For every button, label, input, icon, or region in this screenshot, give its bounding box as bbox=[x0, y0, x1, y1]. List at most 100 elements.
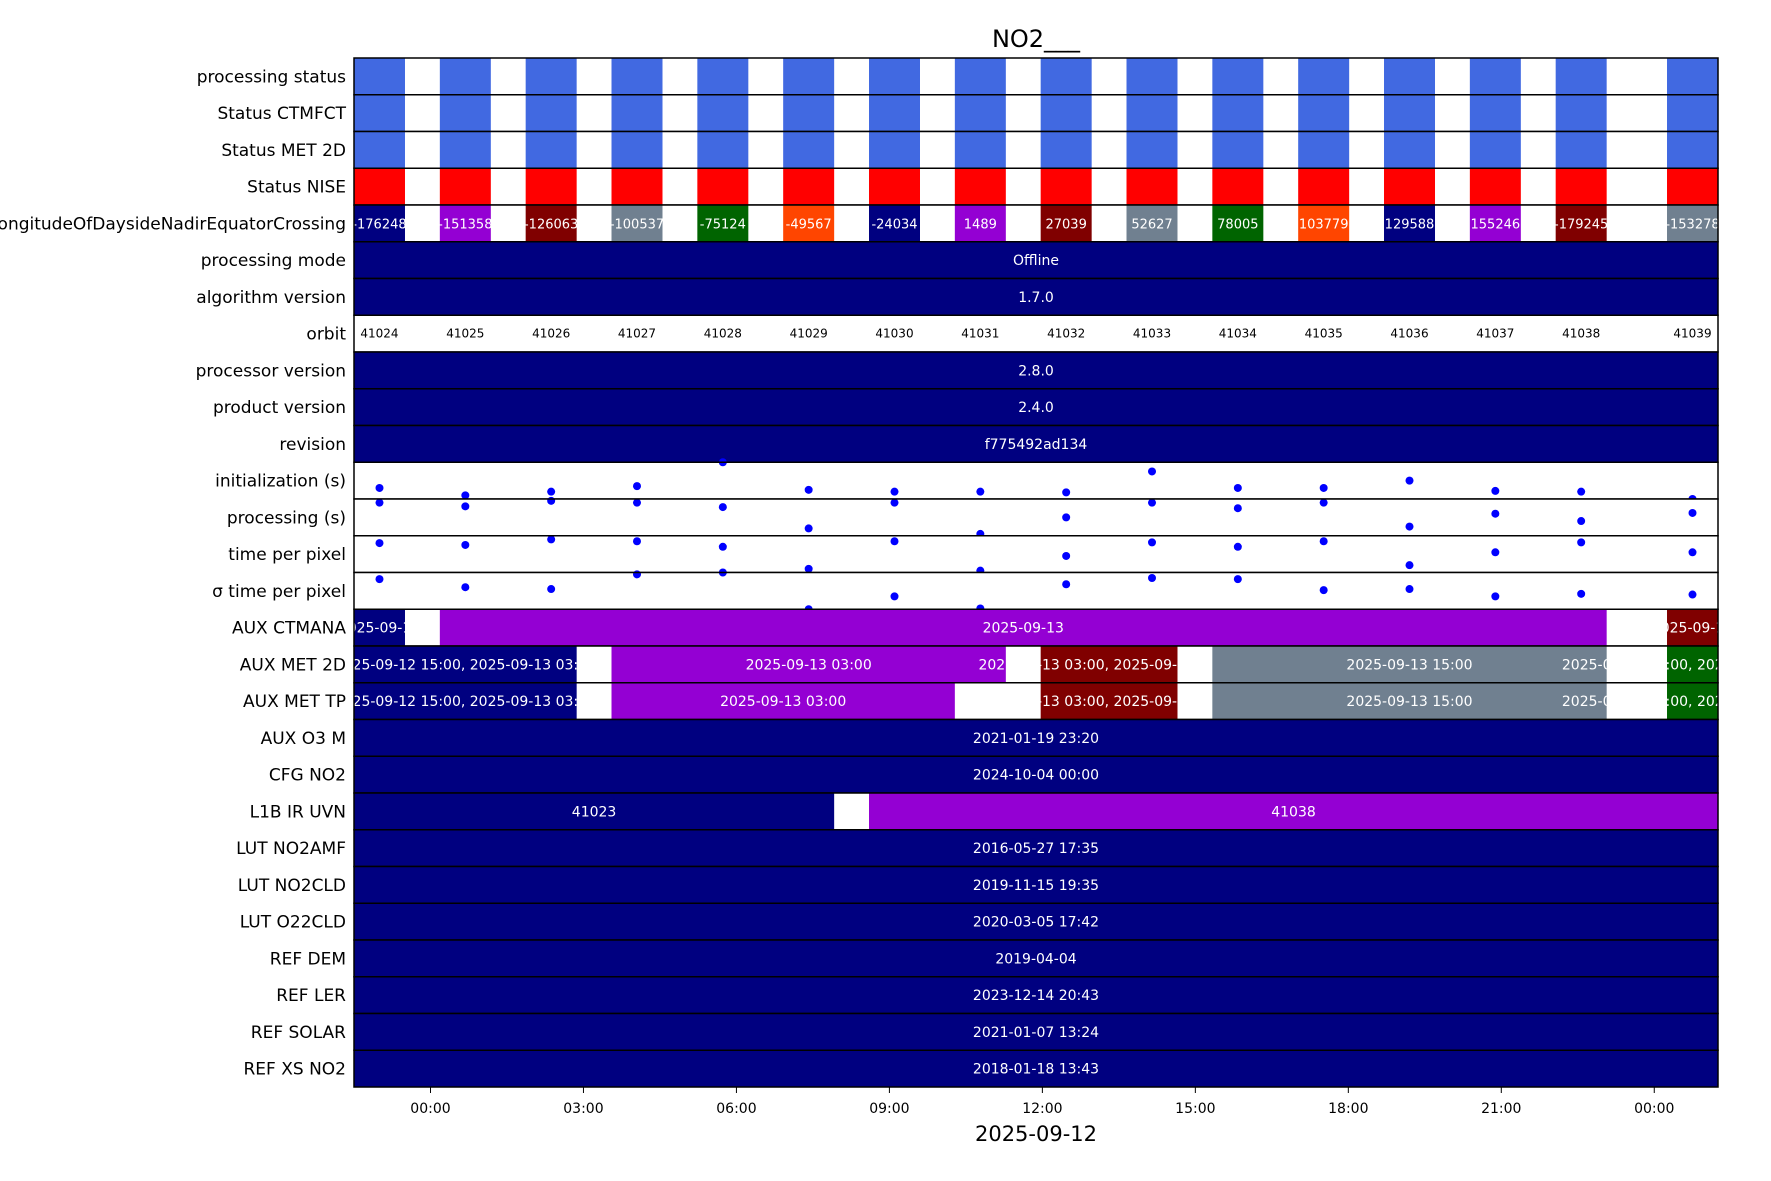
status-bar bbox=[1126, 94, 1178, 132]
value-bar bbox=[525, 205, 577, 242]
row-label: REF XS NO2 bbox=[244, 1060, 347, 1080]
data-point bbox=[632, 482, 641, 491]
status-bar bbox=[439, 168, 491, 205]
rows-layer: processing status Status CTMFCT Status MET… bbox=[0, 57, 1719, 1088]
row-label: Status NISE bbox=[247, 178, 346, 198]
row-content: 41024 41025 41026 41027 41028 41029 41030 41031… bbox=[360, 327, 1711, 341]
row-content: 2025-09-12 15:00, 2025-09-13 03:00 2025-0… bbox=[354, 646, 1718, 683]
orbit-label: 41029 bbox=[790, 327, 828, 341]
status-bar bbox=[525, 131, 577, 169]
value-bar bbox=[697, 205, 749, 242]
row-label: REF SOLAR bbox=[251, 1023, 346, 1043]
row-content: 2016-05-27 17:35 bbox=[354, 829, 1718, 867]
row-content: 41023 41038 bbox=[354, 793, 1718, 830]
row-label: revision bbox=[279, 435, 346, 455]
data-point bbox=[804, 524, 813, 533]
value-label: -100537 bbox=[610, 217, 664, 232]
data-point bbox=[890, 592, 899, 601]
data-point bbox=[976, 487, 985, 496]
row-label: σ time per pixel bbox=[212, 582, 346, 602]
segment-bar bbox=[354, 609, 405, 646]
data-point bbox=[1062, 551, 1071, 560]
x-tick-label: 00:00 bbox=[410, 1101, 450, 1117]
status-bar bbox=[525, 94, 577, 132]
value-bar bbox=[1298, 205, 1350, 242]
row-15: 2025-09-12 2025-09-13 2025-09-14 AUX CTMANA bbox=[232, 608, 1719, 647]
segment-label: 2018-01-18 13:43 bbox=[973, 1062, 1099, 1078]
row-content: 2021-01-19 23:20 bbox=[354, 719, 1718, 757]
status-bar bbox=[954, 94, 1006, 132]
value-bar bbox=[354, 205, 405, 242]
status-bar bbox=[1040, 94, 1092, 132]
status-bar bbox=[954, 131, 1006, 169]
row-label: AUX MET TP bbox=[243, 692, 346, 712]
row-label: L1B IR UVN bbox=[250, 802, 346, 822]
row-10: f775492ad134 revision bbox=[279, 424, 1719, 463]
row-label: Status CTMFCT bbox=[217, 104, 346, 124]
segment-bar bbox=[354, 1013, 1718, 1051]
orbit-label: 41025 bbox=[446, 327, 484, 341]
row-16: 2025-09-12 15:00, 2025-09-13 03:00 2025-0… bbox=[240, 645, 1719, 684]
status-bar bbox=[354, 58, 405, 95]
value-label: 103779 bbox=[1299, 217, 1349, 232]
segment-bar bbox=[611, 646, 1006, 683]
value-label: -49567 bbox=[786, 217, 832, 232]
status-bar bbox=[1555, 94, 1607, 132]
data-point bbox=[718, 542, 727, 551]
row-5: Offline processing mode bbox=[201, 241, 1719, 280]
status-bar bbox=[783, 58, 835, 95]
value-bar bbox=[1469, 205, 1521, 242]
row-label: LUT NO2CLD bbox=[238, 876, 346, 896]
row-content: 2025-09-12 15:00, 2025-09-13 03:00 2025-0… bbox=[354, 682, 1718, 720]
segment-label: f775492ad134 bbox=[985, 437, 1088, 453]
chart-title: NO2___ bbox=[992, 25, 1081, 53]
row-14: σ time per pixel bbox=[212, 568, 1719, 614]
data-point bbox=[461, 491, 470, 500]
segment-label: 2016-05-27 17:35 bbox=[973, 841, 1099, 857]
data-point bbox=[1688, 508, 1697, 517]
orbit-label: 41028 bbox=[704, 327, 742, 341]
row-content: 1.7.0 bbox=[354, 278, 1718, 316]
row-content: 2019-11-15 19:35 bbox=[354, 866, 1718, 904]
row-label: product version bbox=[213, 398, 346, 418]
row-label: AUX MET 2D bbox=[240, 655, 346, 675]
status-bar bbox=[1212, 168, 1264, 205]
status-bar bbox=[1298, 58, 1350, 95]
value-bar bbox=[611, 205, 663, 242]
segment-bar bbox=[354, 940, 1718, 977]
row-label: processing (s) bbox=[227, 508, 346, 528]
row-content: 2020-03-05 17:42 bbox=[354, 903, 1718, 940]
data-point bbox=[1491, 548, 1500, 557]
status-bar bbox=[1555, 131, 1607, 169]
status-bar bbox=[954, 168, 1006, 205]
status-bar bbox=[869, 131, 920, 169]
data-point bbox=[1577, 538, 1586, 547]
row-label: algorithm version bbox=[196, 288, 346, 308]
data-point bbox=[1491, 509, 1500, 518]
row-label: CFG NO2 bbox=[269, 766, 346, 786]
status-bar bbox=[697, 94, 749, 132]
row-background bbox=[354, 315, 1718, 352]
row-label: AUX CTMANA bbox=[232, 619, 346, 639]
data-point bbox=[1577, 487, 1586, 496]
status-bar bbox=[697, 58, 749, 95]
row-label: processing status bbox=[197, 67, 346, 87]
status-bar bbox=[611, 58, 663, 95]
segment-bar bbox=[354, 756, 1718, 793]
segment-label: 41038 bbox=[1271, 804, 1316, 820]
row-17: 2025-09-12 15:00, 2025-09-13 03:00 2025-0… bbox=[243, 682, 1719, 721]
status-bar bbox=[1384, 58, 1436, 95]
row-content: 2.4.0 bbox=[354, 388, 1718, 426]
data-point bbox=[547, 487, 556, 496]
data-point bbox=[890, 537, 899, 546]
data-point bbox=[1577, 517, 1586, 526]
segment-bar bbox=[354, 903, 1718, 940]
x-tick-label: 12:00 bbox=[1022, 1101, 1062, 1117]
segment-label: 2019-04-04 bbox=[995, 951, 1076, 967]
row-label: orbit bbox=[306, 325, 346, 345]
value-bar bbox=[869, 205, 920, 242]
segment-bar bbox=[1212, 646, 1607, 683]
row-content: f775492ad134 bbox=[354, 425, 1718, 463]
x-tick-label: 18:00 bbox=[1328, 1101, 1368, 1117]
